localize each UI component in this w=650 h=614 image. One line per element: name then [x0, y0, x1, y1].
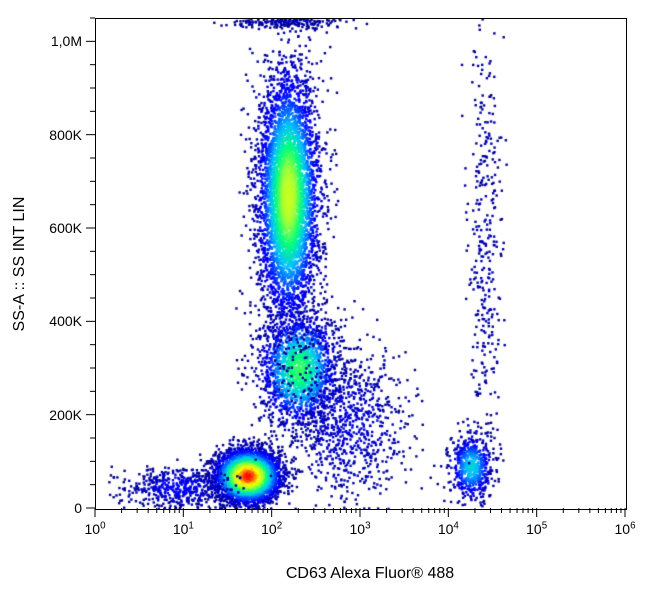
- y-tick-label: 400K: [49, 313, 82, 329]
- x-tick-label: 106: [614, 521, 635, 537]
- x-tick-label: 104: [438, 521, 459, 537]
- y-tick-label: 800K: [49, 127, 82, 143]
- y-tick-label: 200K: [49, 407, 82, 423]
- x-tick-label: 102: [261, 521, 282, 537]
- x-tick-label: 103: [349, 521, 370, 537]
- x-tick-label: 100: [84, 521, 105, 537]
- y-tick-label: 1,0M: [51, 33, 82, 49]
- y-tick-label: 600K: [49, 220, 82, 236]
- x-tick-label: 105: [526, 521, 547, 537]
- chart-container: SS-A :: SS INT LIN CD63 Alexa Fluor® 488…: [0, 0, 650, 614]
- y-tick-label: 0: [74, 500, 82, 516]
- x-tick-label: 101: [173, 521, 194, 537]
